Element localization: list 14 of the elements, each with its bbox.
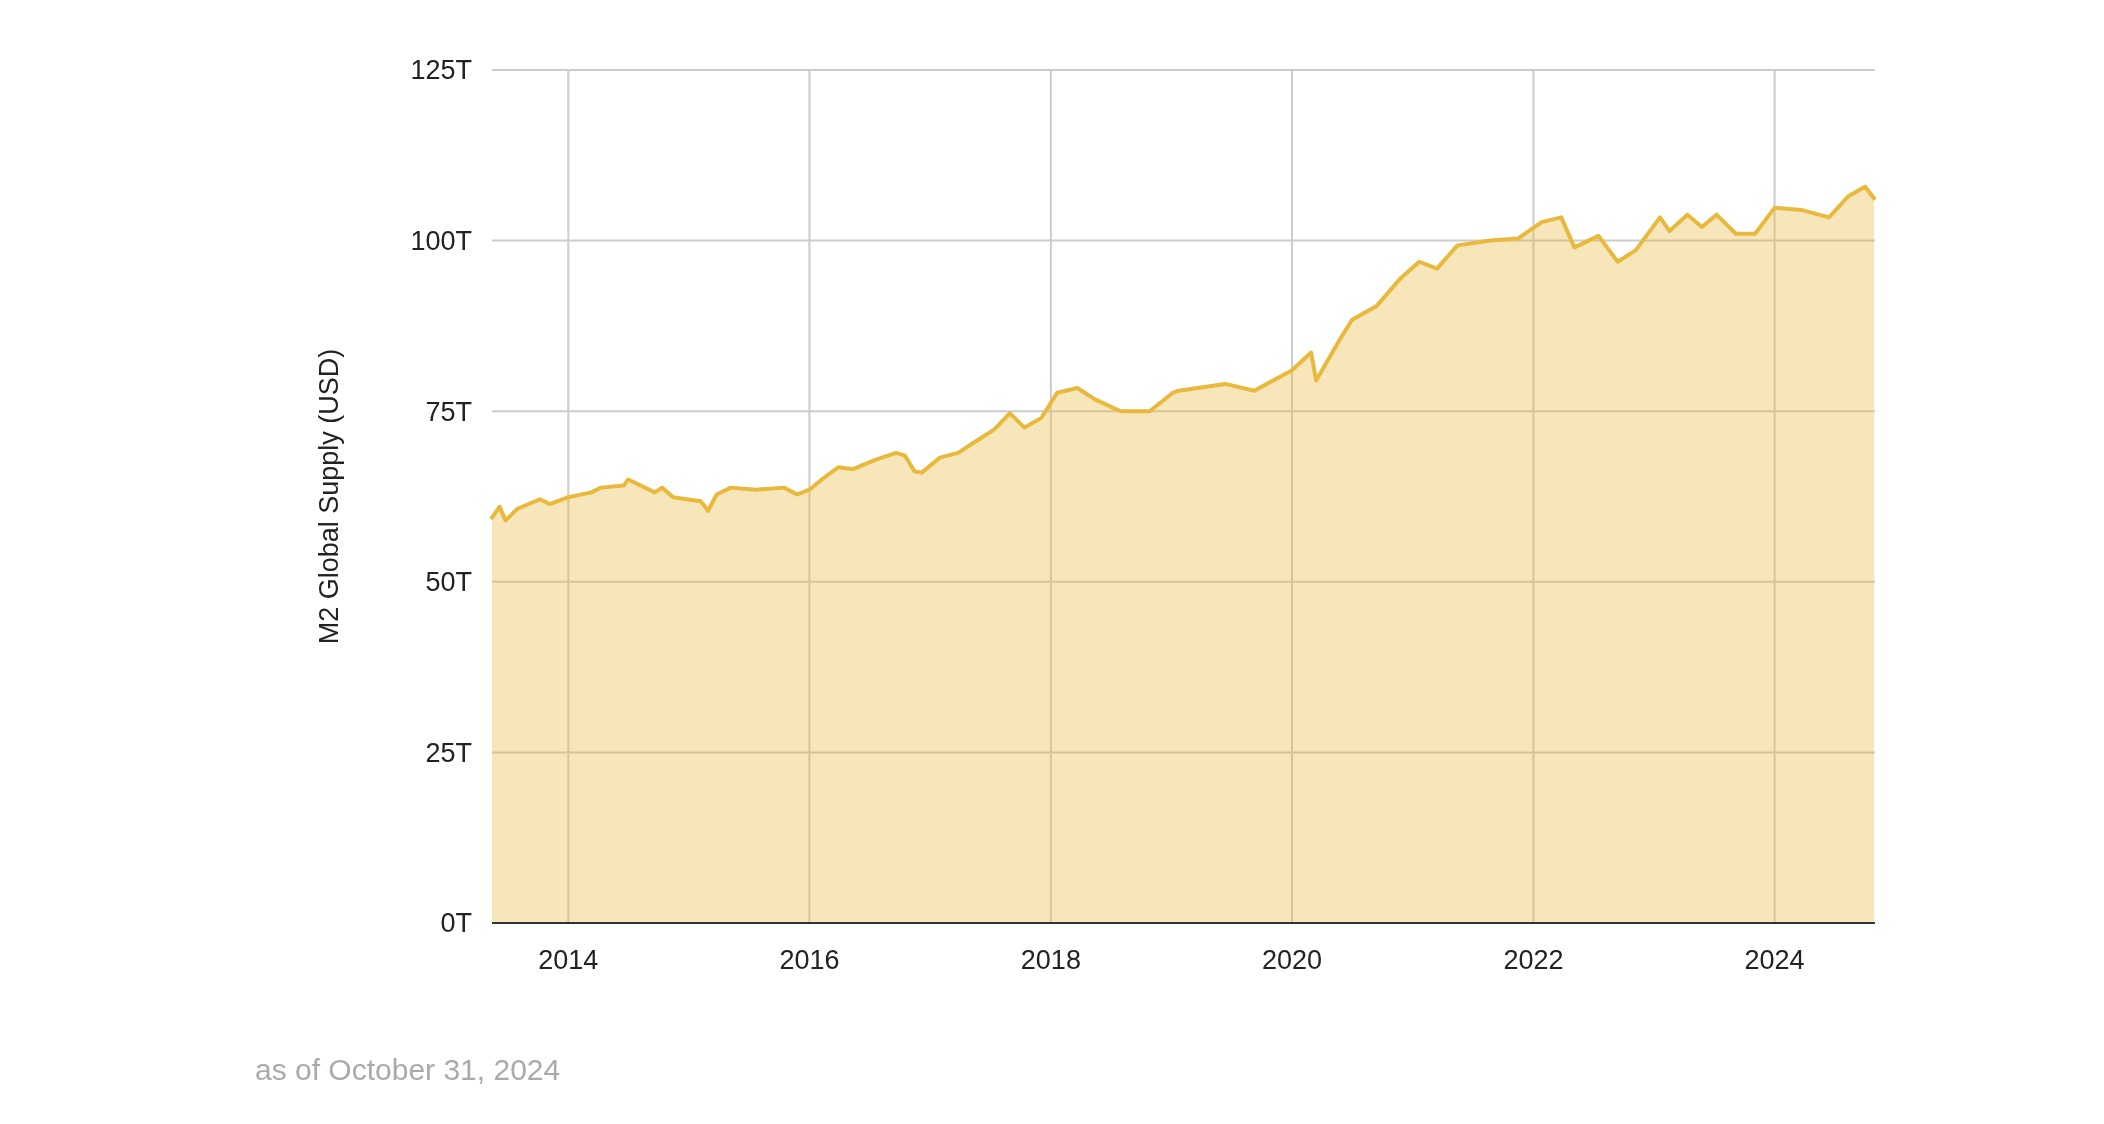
x-tick-label: 2024 (1744, 945, 1805, 975)
x-tick-label: 2018 (1020, 945, 1081, 975)
x-tick-label: 2014 (538, 945, 599, 975)
y-axis-title: M2 Global Supply (USD) (314, 348, 344, 645)
y-tick-label: 100T (410, 226, 472, 257)
y-tick-label: 50T (425, 567, 472, 598)
x-tick-label: 2022 (1503, 945, 1564, 975)
y-tick-label: 75T (425, 396, 472, 427)
y-tick-label: 0T (440, 908, 472, 939)
y-tick-label: 125T (410, 55, 472, 86)
text: as of October 31, 2024 (255, 1053, 561, 1086)
x-tick-label: 2020 (1261, 945, 1323, 975)
y-tick-label: 25T (425, 737, 472, 768)
x-tick-label: 2016 (779, 945, 840, 975)
